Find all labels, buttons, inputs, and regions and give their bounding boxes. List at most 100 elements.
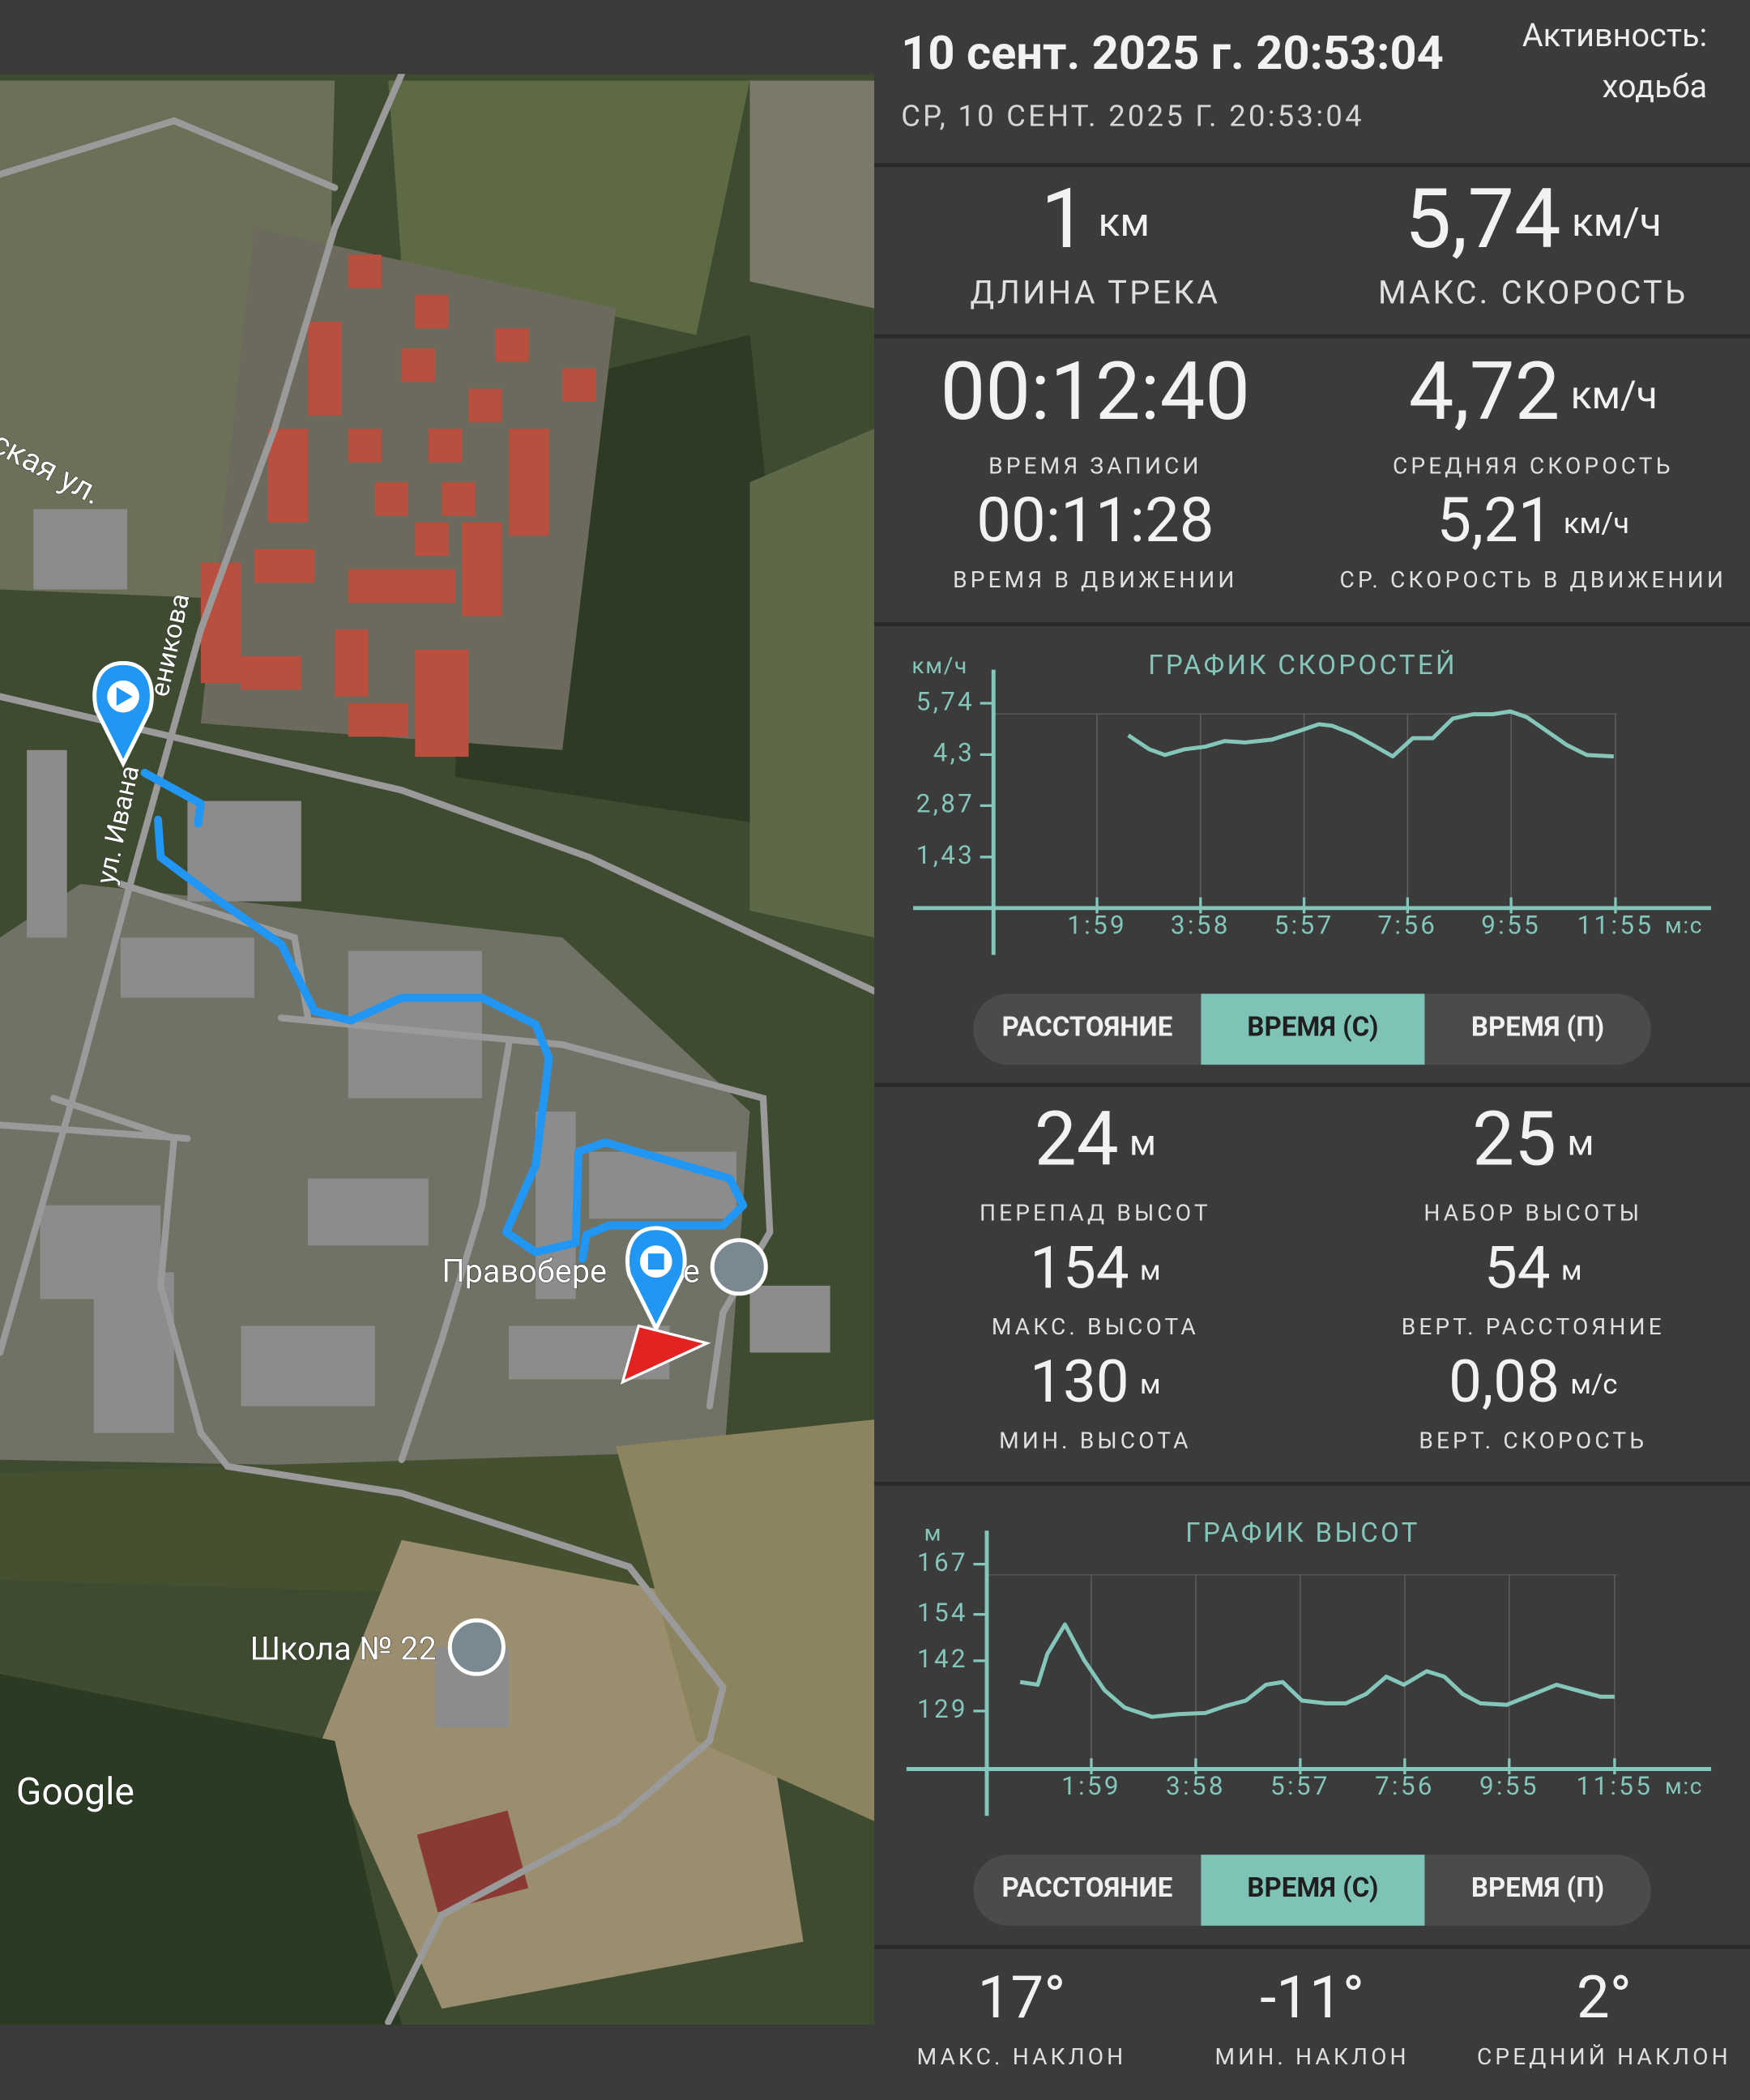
toggle-button[interactable]: ВРЕМЯ (П) [1471,1872,1604,1904]
stat-value: 1 км [1041,171,1150,268]
stat-label: ПЕРЕПАД ВЫСОТ [980,1200,1211,1227]
stat-number: 00:12:40 [941,345,1250,439]
stat-number: 130 [1030,1347,1129,1416]
x-tick-label: 7:56 [1377,910,1437,940]
stat-unit: м [1129,1121,1156,1163]
stat-label: СРЕДНЯЯ СКОРОСТЬ [1393,453,1674,480]
y-tick-label: 167 [917,1547,968,1577]
x-tick-label: 3:58 [1166,1771,1226,1801]
stat-number: 5,74 [1405,171,1561,268]
stat-value: 154 м [1030,1234,1161,1303]
x-tick-label: 5:57 [1270,1771,1330,1801]
stat-number: 1 [1041,171,1088,268]
stat-number: 0,08 [1449,1347,1560,1416]
stat-label: СР. СКОРОСТЬ В ДВИЖЕНИИ [1340,566,1727,593]
stat-label: МАКС. ВЫСОТА [992,1313,1199,1340]
x-tick-label: 9:55 [1481,910,1541,940]
slope-label: МИН. НАКЛОН [1214,2043,1409,2070]
stat-label: ВЕРТ. РАССТОЯНИЕ [1402,1313,1665,1340]
stat-unit: м [1140,1255,1161,1287]
slope-value: -11° [1260,1963,1364,2032]
x-tick-label: 1:59 [1061,1771,1121,1801]
stat-number: 00:11:28 [976,484,1214,557]
data-line [1127,709,1614,759]
map-label: Школа № 22 [250,1630,437,1668]
stat-label: ВРЕМЯ ЗАПИСИ [988,453,1202,480]
stat-unit: км/ч [1564,506,1629,540]
stat-unit: км [1098,199,1150,246]
stat-value: 5,74 км/ч [1405,171,1662,268]
stat-unit: км/ч [1572,199,1662,246]
y-tick-label: 1,43 [916,840,975,870]
toggle-button[interactable]: ВРЕМЯ (С) [1247,1011,1378,1043]
stat-value: 130 м [1030,1347,1161,1416]
x-tick-label: 5:57 [1274,910,1334,940]
activity-value: ходьба [1603,67,1707,105]
toggle-button[interactable]: ВРЕМЯ (С) [1247,1872,1378,1904]
data-line [1019,1622,1615,1719]
y-unit: км/ч [911,652,967,679]
chart-title: ГРАФИК ВЫСОТ [1185,1517,1419,1549]
y-tick-label: 2,87 [916,789,975,819]
map-label: е [683,1252,700,1290]
stat-value: 4,72 км/ч [1409,345,1658,439]
stat-value: 0,08 м/с [1449,1347,1617,1416]
y-tick-label: 4,3 [933,738,975,768]
stat-label: МИН. ВЫСОТА [999,1428,1191,1454]
y-tick-label: 129 [917,1694,968,1724]
stat-value: 00:11:28 [976,484,1214,557]
date-subtitle: СР, 10 СЕНТ. 2025 Г. 20:53:04 [901,98,1364,133]
x-tick-label: 7:56 [1375,1771,1435,1801]
toggle-button[interactable]: РАССТОЯНИЕ [1002,1011,1173,1043]
stat-number: 5,21 [1436,484,1552,557]
stat-label: ВРЕМЯ В ДВИЖЕНИИ [953,566,1238,593]
stat-unit: м [1561,1255,1582,1287]
x-tick-label: 11:55 [1577,910,1654,940]
stat-unit: м [1567,1121,1594,1163]
x-tick-label: 1:59 [1067,910,1127,940]
stat-number: 4,72 [1409,345,1560,439]
chart-title: ГРАФИК СКОРОСТЕЙ [1148,650,1458,681]
stat-value: 25 м [1472,1095,1594,1184]
x-tick-label: 9:55 [1479,1771,1539,1801]
stat-value: 5,21 км/ч [1436,484,1629,557]
stat-label: НАБОР ВЫСОТЫ [1423,1200,1642,1227]
separators [874,163,1750,1949]
stat-unit: км/ч [1571,373,1658,418]
toggle-selected [1201,1855,1425,1926]
stat-unit: м/с [1570,1368,1617,1401]
stat-value: 24 м [1035,1095,1156,1184]
stat-value: 54 м [1484,1234,1582,1303]
stat-label: МАКС. СКОРОСТЬ [1378,273,1688,311]
slope-label: МАКС. НАКЛОН [917,2043,1127,2070]
x-tick-label: 3:58 [1171,910,1231,940]
toggle-button[interactable]: ВРЕМЯ (П) [1471,1011,1604,1043]
y-tick-label: 154 [917,1598,968,1628]
toggle-selected [1201,993,1425,1065]
activity-label: Активность: [1522,16,1707,54]
slope-label: СРЕДНИЙ НАКЛОН [1477,2043,1731,2070]
slope-value: 2° [1577,1963,1632,2032]
stat-label: ВЕРТ. СКОРОСТЬ [1419,1428,1647,1454]
y-tick-label: 142 [917,1644,968,1674]
x-unit: м:с [1665,911,1703,938]
date-title: 10 сент. 2025 г. 20:53:04 [901,26,1444,81]
map[interactable]: ская ул. ул. Ивана еникова Правобере е Ш… [0,74,875,2025]
stat-number: 25 [1472,1095,1556,1184]
toggle-button[interactable]: РАССТОЯНИЕ [1002,1872,1173,1904]
stat-number: 24 [1035,1095,1119,1184]
slope-value: 17° [978,1963,1066,2032]
y-tick-label: 5,74 [916,686,975,716]
stat-unit: м [1140,1368,1161,1401]
stat-number: 54 [1484,1234,1551,1303]
x-unit: м:с [1665,1773,1703,1799]
map-attribution: Google [16,1770,134,1814]
x-tick-label: 11:55 [1577,1771,1654,1801]
stat-label: ДЛИНА ТРЕКА [970,273,1220,311]
y-unit: м [924,1520,942,1547]
stat-number: 154 [1030,1234,1129,1303]
map-label: Правобере [442,1252,607,1290]
stat-value: 00:12:40 [941,345,1250,439]
